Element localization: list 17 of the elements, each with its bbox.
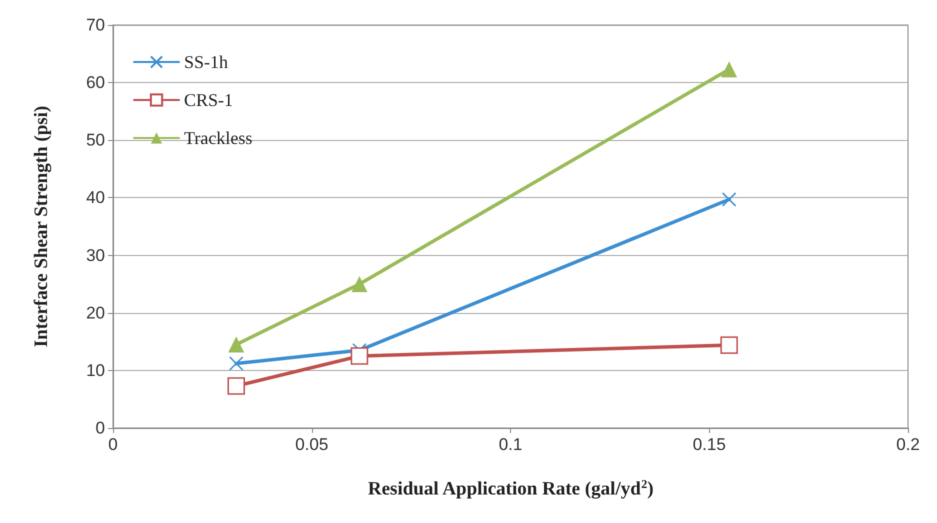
y-tick-label: 70	[86, 16, 105, 34]
legend-label: Trackless	[184, 128, 252, 148]
x-tick-label: 0.05	[295, 435, 328, 454]
y-axis-title: Interface Shear Strength (psi)	[31, 106, 52, 348]
x-tick-label: 0.2	[896, 435, 920, 454]
y-tick-label: 30	[86, 246, 105, 265]
y-tick-label: 40	[86, 188, 105, 208]
legend-label: SS-1h	[184, 52, 228, 72]
x-tick-label: 0.1	[498, 435, 522, 454]
x-tick-label: 0	[108, 435, 118, 454]
y-tick-label: 0	[96, 418, 105, 438]
legend-label: CRS-1	[184, 90, 234, 110]
x-tick-label: 0.15	[692, 435, 726, 454]
y-tick-label: 60	[86, 73, 105, 92]
y-tick-label: 50	[86, 130, 105, 150]
y-tick-label: 20	[86, 303, 105, 322]
y-tick-label: 10	[86, 360, 105, 380]
